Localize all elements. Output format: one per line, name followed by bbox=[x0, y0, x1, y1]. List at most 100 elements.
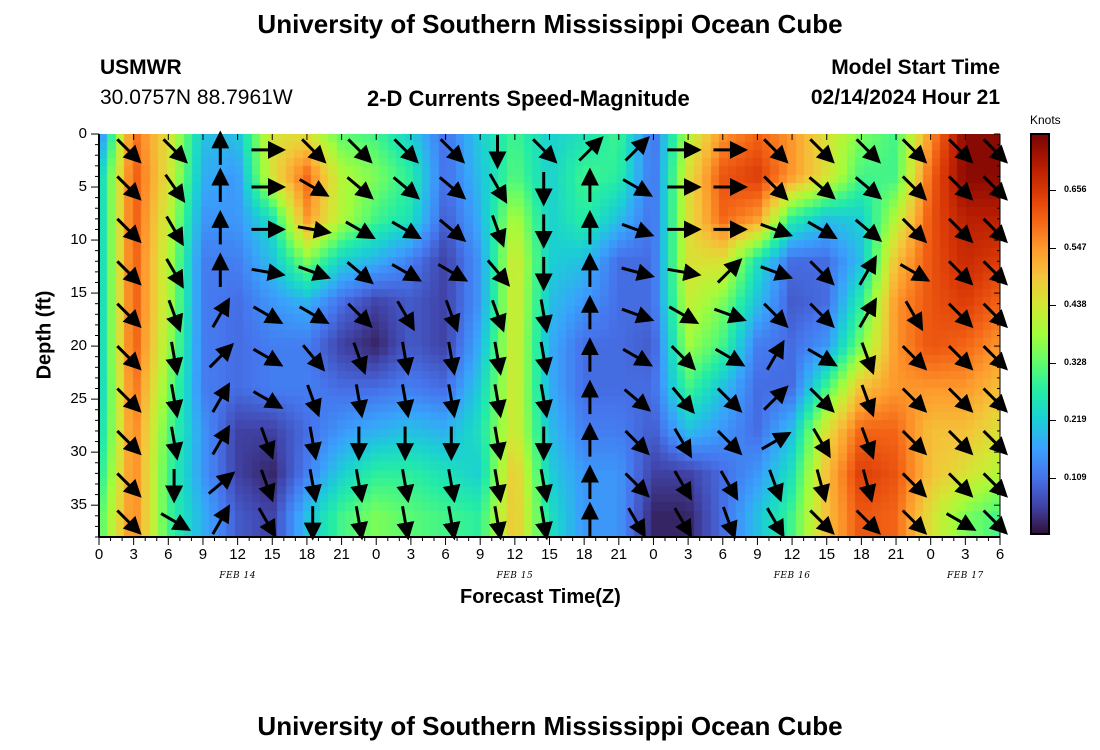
current-arrow bbox=[535, 506, 553, 541]
current-arrow bbox=[859, 384, 877, 418]
current-arrow bbox=[350, 384, 369, 419]
current-arrow bbox=[982, 345, 1008, 371]
current-arrow bbox=[716, 387, 743, 413]
colorbar-label: 0.547 bbox=[1064, 241, 1087, 252]
footer-title: University of Southern Mississippi Ocean… bbox=[257, 711, 843, 741]
page-title: University of Southern Mississippi Ocean… bbox=[257, 9, 843, 39]
x-tick-label: 18 bbox=[853, 546, 870, 563]
current-arrow bbox=[807, 220, 838, 240]
current-arrow bbox=[947, 345, 974, 371]
current-arrow bbox=[116, 387, 142, 413]
date-label: FEB 15 bbox=[496, 571, 534, 581]
current-arrow bbox=[165, 426, 184, 461]
colorbar-label: 0.438 bbox=[1064, 298, 1087, 309]
current-arrow bbox=[624, 472, 650, 498]
current-arrow bbox=[982, 217, 1008, 244]
current-arrow bbox=[391, 263, 422, 282]
current-arrow bbox=[442, 341, 461, 376]
current-arrow bbox=[947, 302, 974, 329]
current-arrow bbox=[901, 175, 928, 201]
y-tick-label: 20 bbox=[70, 337, 87, 355]
current-arrow bbox=[812, 427, 831, 459]
colorbar-unit: Knots bbox=[1030, 113, 1061, 127]
current-arrow bbox=[673, 507, 693, 538]
current-arrow bbox=[116, 138, 142, 164]
current-arrow bbox=[982, 138, 1008, 164]
x-tick-label: 21 bbox=[887, 546, 905, 563]
current-arrow bbox=[859, 426, 877, 460]
current-arrow bbox=[760, 263, 794, 281]
current-arrow bbox=[347, 302, 373, 329]
current-arrow bbox=[623, 388, 652, 412]
current-arrow bbox=[673, 427, 693, 459]
colorbar-tick bbox=[1050, 190, 1056, 192]
current-arrow bbox=[621, 221, 655, 239]
current-arrow bbox=[855, 138, 881, 164]
current-arrow bbox=[622, 347, 653, 367]
current-arrow bbox=[947, 138, 974, 164]
model-start-value: 02/14/2024 Hour 21 bbox=[810, 86, 1000, 109]
current-arrow bbox=[982, 302, 1008, 329]
current-arrow bbox=[164, 173, 186, 203]
current-arrow bbox=[488, 506, 507, 541]
current-arrow bbox=[165, 384, 184, 419]
current-arrow bbox=[489, 299, 507, 333]
current-arrow bbox=[945, 512, 977, 531]
x-tick-label: 6 bbox=[718, 546, 727, 563]
current-arrow bbox=[667, 263, 702, 282]
current-arrow bbox=[947, 175, 974, 201]
current-arrow bbox=[859, 342, 877, 376]
current-arrow bbox=[809, 260, 835, 286]
current-arrow bbox=[116, 345, 142, 371]
current-arrow bbox=[901, 217, 928, 244]
current-arrow bbox=[716, 429, 743, 456]
y-axis-label: Depth (ft) bbox=[33, 290, 56, 380]
current-arrow bbox=[713, 306, 747, 324]
current-arrow bbox=[982, 472, 1008, 498]
current-arrow bbox=[252, 390, 284, 409]
current-arrow bbox=[673, 470, 693, 501]
current-arrow bbox=[439, 138, 466, 164]
current-arrow bbox=[443, 299, 461, 333]
colorbar-tick bbox=[1050, 247, 1056, 249]
current-arrow bbox=[346, 261, 374, 285]
x-tick-label: 9 bbox=[476, 546, 485, 563]
current-arrow bbox=[901, 138, 928, 164]
current-arrow bbox=[488, 468, 507, 504]
current-arrow bbox=[396, 300, 415, 332]
current-arrow bbox=[855, 509, 881, 535]
plot-overlay bbox=[91, 130, 1008, 545]
y-tick-label: 30 bbox=[70, 443, 87, 461]
colorbar-tick bbox=[1050, 477, 1056, 479]
current-arrow bbox=[166, 299, 184, 333]
current-arrow bbox=[719, 470, 739, 501]
current-arrow bbox=[947, 429, 974, 456]
y-tick-label: 5 bbox=[78, 178, 87, 196]
current-arrow bbox=[671, 386, 695, 415]
current-arrow bbox=[165, 258, 184, 289]
current-arrow bbox=[901, 387, 928, 413]
chart-subtitle: 2-D Currents Speed-Magnitude bbox=[367, 86, 690, 111]
current-arrow bbox=[116, 217, 142, 244]
current-arrow bbox=[532, 138, 558, 164]
x-tick-label: 3 bbox=[683, 546, 693, 563]
current-arrow bbox=[760, 221, 794, 239]
current-arrow bbox=[488, 426, 507, 461]
current-arrow bbox=[438, 176, 467, 200]
current-arrow bbox=[392, 176, 421, 200]
current-arrow bbox=[714, 347, 746, 367]
current-arrow bbox=[670, 345, 697, 371]
current-arrow bbox=[624, 136, 650, 162]
current-arrow bbox=[211, 382, 231, 413]
current-arrow bbox=[809, 509, 835, 535]
x-tick-label: 15 bbox=[541, 546, 558, 563]
x-tick-label: 12 bbox=[229, 546, 246, 563]
y-tick-label: 15 bbox=[70, 284, 87, 302]
current-arrow bbox=[624, 429, 650, 456]
current-arrow bbox=[252, 347, 284, 367]
x-tick-label: 6 bbox=[995, 546, 1005, 563]
date-label: FEB 17 bbox=[946, 571, 984, 581]
current-arrow bbox=[345, 220, 376, 240]
current-arrow bbox=[904, 300, 924, 332]
x-tick-label: 0 bbox=[649, 546, 658, 563]
